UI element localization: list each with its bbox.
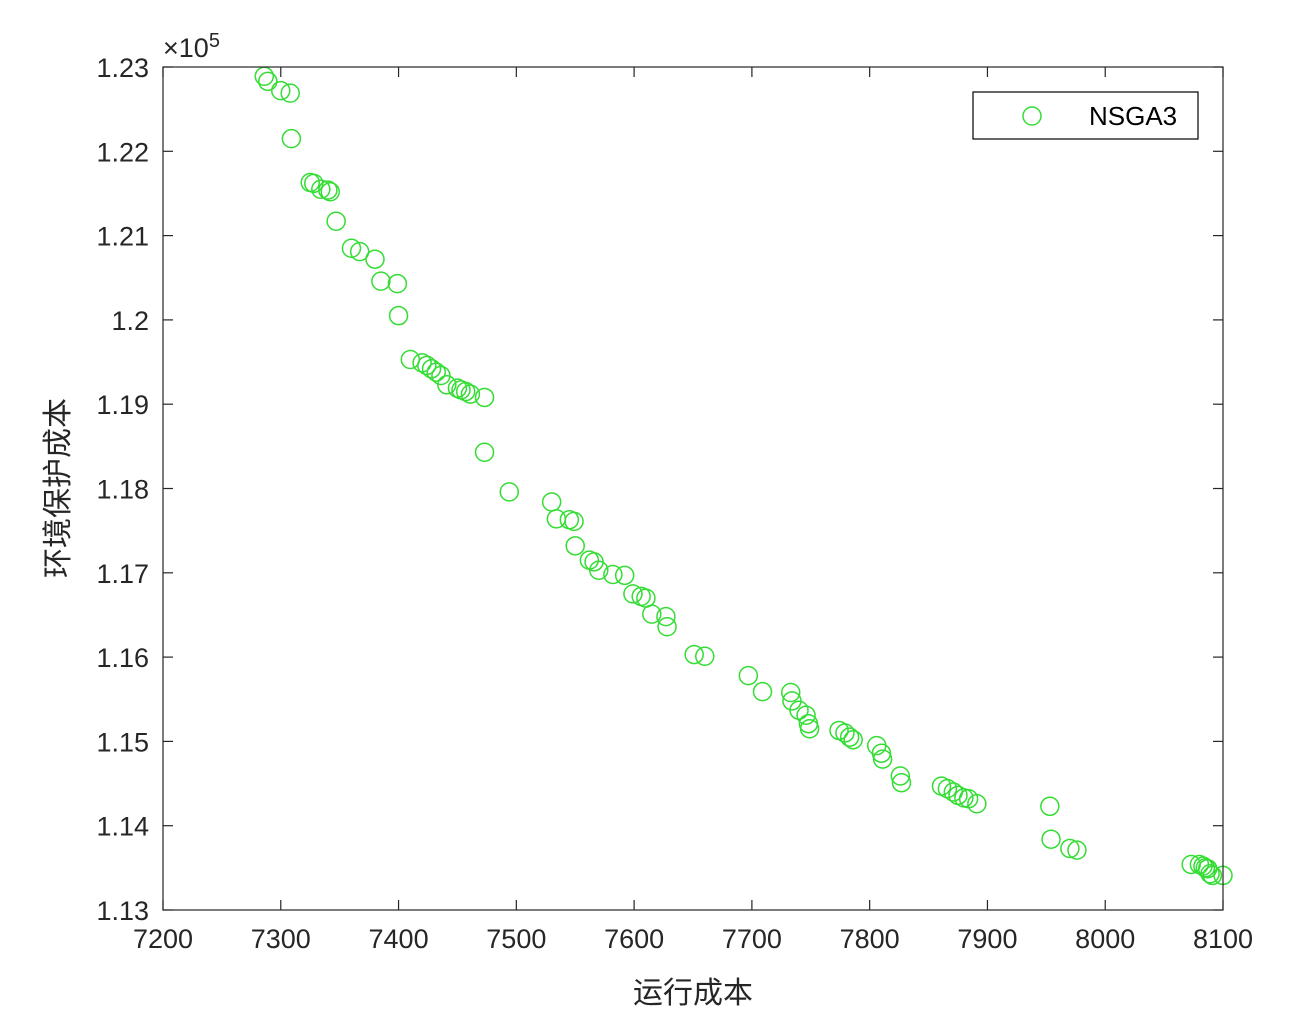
legend-label-nsga3: NSGA3: [1089, 101, 1177, 131]
data-point: [437, 375, 457, 395]
x-tick-label: 7800: [840, 924, 900, 954]
y-tick-label: 1.2: [111, 306, 149, 336]
data-point: [318, 180, 338, 200]
plot-area: [163, 67, 1223, 910]
y-axis-ticks: 1.13 1.14 1.15 1.16 1.17 1.18 1.19 1.2 1.21 1.22 1…: [96, 53, 1223, 926]
data-point: [781, 682, 801, 703]
data-point: [1040, 796, 1060, 817]
data-point: [564, 511, 584, 532]
data-point: [1041, 829, 1061, 849]
data-point: [937, 778, 958, 799]
y-exponent-power: 5: [209, 30, 220, 52]
x-axis-title: 运行成本: [633, 976, 753, 1011]
y-tick-label: 1.16: [96, 643, 149, 673]
x-tick-label: 7300: [251, 924, 311, 954]
data-point: [789, 700, 809, 720]
data-point: [642, 604, 662, 624]
x-tick-label: 7600: [604, 924, 664, 954]
data-point: [388, 305, 409, 326]
y-tick-label: 1.14: [96, 812, 149, 842]
data-point: [460, 384, 481, 404]
data-point: [387, 273, 408, 294]
y-axis-title: 环境保护成本: [41, 398, 76, 578]
y-tick-label: 1.19: [96, 390, 149, 420]
data-point: [474, 442, 495, 463]
data-point: [499, 482, 520, 502]
x-axis-ticks: 7200 7300 7400 7500 7600 7700 7800 7900 8000 8100: [133, 67, 1253, 954]
data-point: [431, 365, 451, 386]
x-tick-label: 8100: [1193, 924, 1253, 954]
data-point: [657, 617, 677, 637]
y-tick-label: 1.17: [96, 559, 149, 589]
data-point: [326, 211, 346, 232]
data-point: [412, 353, 432, 373]
x-tick-label: 7900: [957, 924, 1017, 954]
data-point: [1060, 838, 1080, 859]
data-point: [365, 249, 385, 269]
data-point: [341, 238, 362, 258]
x-tick-label: 7400: [369, 924, 429, 954]
y-tick-label: 1.13: [96, 896, 149, 926]
data-point: [1202, 865, 1223, 886]
data-point: [839, 727, 860, 747]
data-point: [1200, 864, 1220, 884]
data-point: [447, 378, 468, 398]
data-point: [311, 179, 331, 199]
y-tick-label: 1.22: [96, 137, 149, 167]
data-point: [799, 719, 820, 739]
data-point: [891, 772, 912, 793]
data-point: [872, 749, 893, 769]
data-point: [967, 794, 987, 814]
x-tick-label: 8000: [1075, 924, 1135, 954]
data-point: [426, 362, 446, 382]
y-tick-label: 1.18: [96, 475, 149, 505]
data-point: [589, 560, 609, 581]
y-exponent-label: ×105: [163, 30, 220, 63]
x-tick-label: 7500: [486, 924, 546, 954]
data-point: [614, 565, 635, 586]
data-point: [349, 241, 370, 262]
data-point: [271, 80, 291, 101]
legend-marker-nsga3: [1022, 106, 1042, 126]
scatter-points: [254, 66, 1233, 886]
data-point: [565, 536, 585, 556]
legend-box: [972, 91, 1199, 140]
data-point: [890, 766, 911, 786]
data-point: [281, 128, 302, 149]
y-tick-label: 1.23: [96, 53, 149, 83]
data-point: [258, 71, 278, 92]
data-point: [684, 644, 704, 665]
x-tick-label: 7700: [722, 924, 782, 954]
y-tick-label: 1.15: [96, 727, 149, 757]
data-point: [871, 743, 892, 763]
data-point: [371, 271, 391, 291]
legend: NSGA3: [972, 91, 1199, 140]
x-tick-label: 7200: [133, 924, 193, 954]
data-point: [623, 584, 643, 604]
data-point: [843, 729, 863, 750]
data-point: [320, 182, 340, 202]
data-point: [474, 387, 495, 408]
data-point: [738, 665, 759, 686]
y-tick-label: 1.21: [96, 222, 149, 252]
data-point: [280, 83, 300, 103]
data-point: [1067, 840, 1087, 860]
data-point: [656, 606, 676, 627]
data-point: [455, 381, 476, 402]
data-point: [796, 705, 816, 726]
data-point: [603, 564, 623, 585]
plot-frame: [162, 66, 1224, 911]
data-point: [695, 646, 715, 667]
data-point: [752, 681, 773, 702]
